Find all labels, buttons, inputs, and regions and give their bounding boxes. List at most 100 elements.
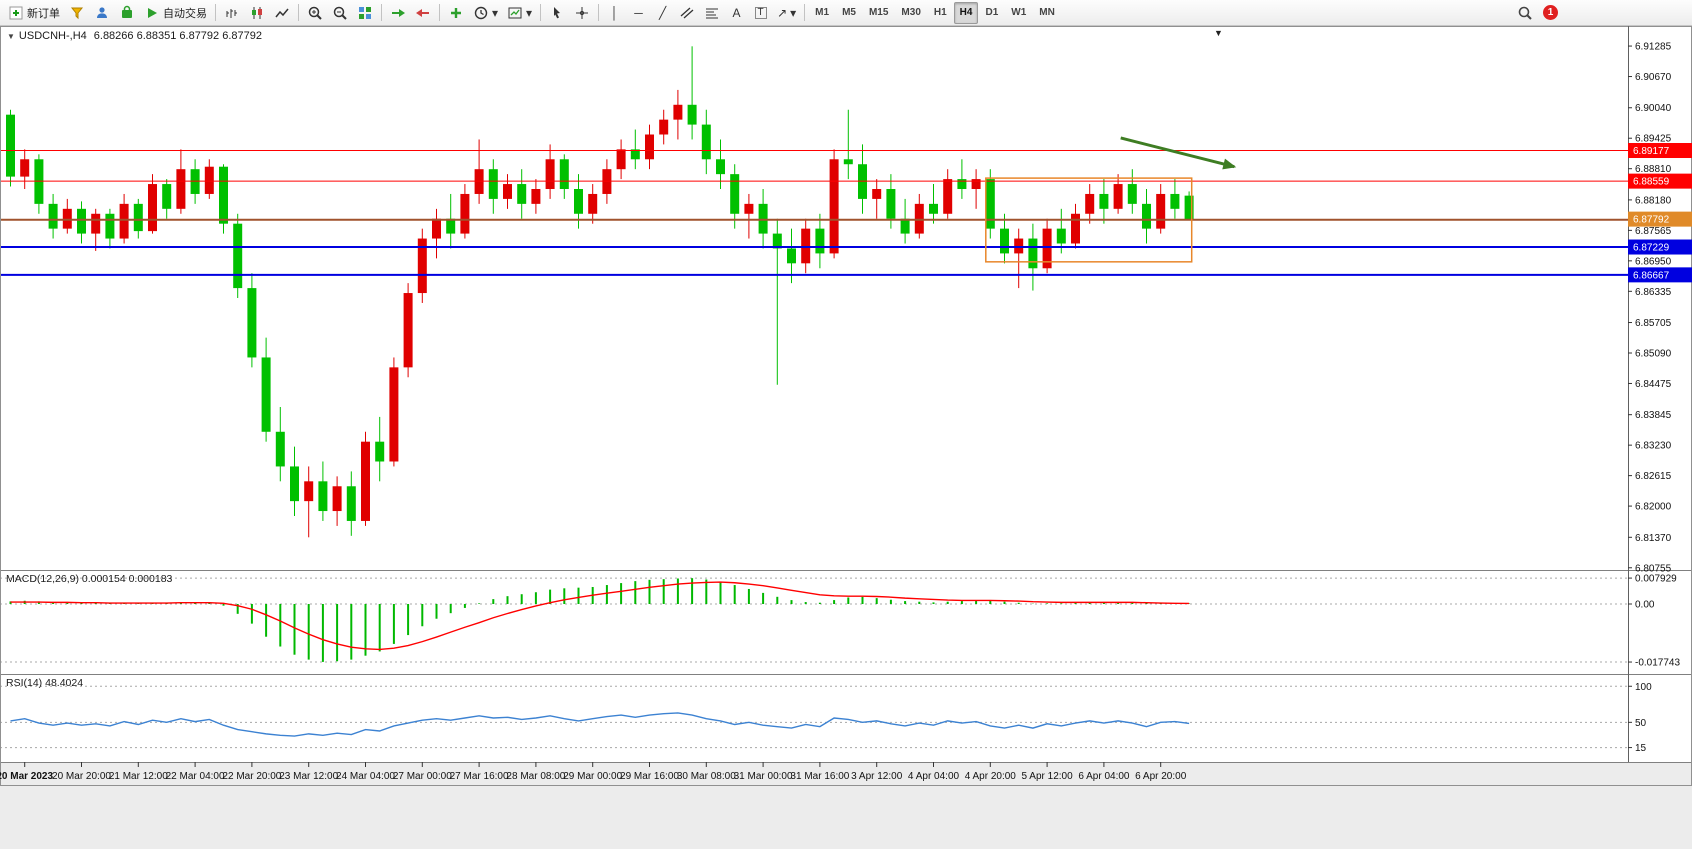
toolbar-separator <box>598 4 600 21</box>
candle-body <box>1127 184 1137 204</box>
timeframe-MN[interactable]: MN <box>1033 2 1061 24</box>
arrows-button[interactable]: ↗ ▾ <box>773 2 800 24</box>
time-tick-label: 31 Mar 00:00 <box>734 771 793 782</box>
candle-body <box>716 159 725 175</box>
axis-tick-label: 6.89425 <box>1635 134 1672 145</box>
text-button[interactable]: A <box>725 2 748 24</box>
zoom-in-button[interactable] <box>303 2 327 24</box>
notification-badge[interactable]: 1 <box>1543 5 1558 20</box>
candle-body <box>1000 228 1009 254</box>
candle-body <box>275 431 285 467</box>
fibonacci-button[interactable] <box>700 2 724 24</box>
search-button[interactable] <box>1513 2 1537 24</box>
text-label-button[interactable]: T <box>749 2 772 24</box>
axis-tick-label: 6.81370 <box>1635 533 1672 544</box>
candle-body <box>233 223 243 289</box>
timeframe-W1[interactable]: W1 <box>1005 2 1032 24</box>
channel-button[interactable] <box>675 2 699 24</box>
timeframe-M30[interactable]: M30 <box>895 2 926 24</box>
axis-tick-label: 0.00 <box>1635 600 1655 611</box>
market-button[interactable] <box>115 2 139 24</box>
bar-chart-button[interactable] <box>220 2 244 24</box>
chart-canvas[interactable]: 6.91285 6.90670 6.90040 6.89425 6.88810 6.881… <box>0 26 1692 786</box>
toolbar-separator <box>540 4 542 21</box>
horizontal-line-button[interactable]: ─ <box>627 2 650 24</box>
candle-body <box>119 203 129 239</box>
zoom-in-icon <box>308 6 322 20</box>
arrow-object-icon: ↗ <box>777 5 788 20</box>
candle-body <box>20 159 30 177</box>
indicators-button[interactable] <box>444 2 468 24</box>
signals-icon <box>70 7 84 19</box>
candle-body <box>815 228 825 254</box>
timeframe-M15[interactable]: M15 <box>863 2 894 24</box>
candlestick-chart-button[interactable] <box>245 2 269 24</box>
axis-tick-label: 6.80755 <box>1635 563 1672 574</box>
periods-button[interactable]: ▾ <box>469 2 502 24</box>
axis-tick-label: 6.90040 <box>1635 103 1672 114</box>
axis-tick-label: 6.86950 <box>1635 256 1672 267</box>
axis-tick-label: 6.88180 <box>1635 195 1672 206</box>
time-tick-label: 4 Apr 20:00 <box>965 771 1017 782</box>
axis-tick-label: 6.85090 <box>1635 348 1672 359</box>
candle-body <box>545 159 555 190</box>
candle-body <box>1170 193 1180 209</box>
timeframe-M1[interactable]: M1 <box>809 2 835 24</box>
price-label-box <box>1628 173 1692 189</box>
toolbar-separator <box>298 4 299 21</box>
candle-body <box>1113 184 1123 209</box>
new-order-button[interactable]: 新订单 <box>4 2 64 24</box>
timeframe-H4[interactable]: H4 <box>953 1 979 24</box>
time-tick-label: 30 Mar 08:00 <box>677 771 736 782</box>
candle-body <box>204 166 214 194</box>
candle-body <box>1085 193 1095 214</box>
time-tick-label: 21 Mar 12:00 <box>109 771 168 782</box>
toolbar-separator <box>215 4 216 21</box>
candle-body <box>787 248 796 264</box>
line-chart-button[interactable] <box>270 2 294 24</box>
templates-button[interactable]: ▾ <box>503 2 536 24</box>
rectangle-annotation[interactable] <box>985 177 1193 263</box>
candle-body <box>559 159 569 190</box>
vertical-line-button[interactable]: │ <box>603 2 626 24</box>
cursor-icon <box>554 6 561 18</box>
candle-body <box>900 218 910 234</box>
candle-body <box>105 213 115 239</box>
timeframe-toolbar: M1 M5 M15 M30 H1 H4 D1 W1 MN <box>809 1 1061 24</box>
timeframe-M5[interactable]: M5 <box>836 2 862 24</box>
candle-body <box>219 166 228 224</box>
axis-tick-label: 6.85705 <box>1635 318 1672 329</box>
price-label-text: 6.89177 <box>1633 146 1670 157</box>
candle-body <box>985 179 995 229</box>
candle-body <box>148 184 157 232</box>
auto-scroll-icon <box>392 8 405 17</box>
candle-body <box>829 159 839 254</box>
arrow-annotation[interactable] <box>1120 136 1235 169</box>
crosshair-button[interactable] <box>570 2 594 24</box>
zoom-out-button[interactable] <box>328 2 352 24</box>
candle-body <box>659 119 669 135</box>
candle-body <box>1014 238 1024 254</box>
text-label-icon: T <box>754 6 767 19</box>
candle-body <box>488 169 498 199</box>
time-axis-strip[interactable] <box>0 762 1692 786</box>
candle-body <box>247 288 257 358</box>
candle-body <box>1156 193 1166 229</box>
cursor-button[interactable] <box>545 2 569 24</box>
autotrading-button[interactable]: 自动交易 <box>140 2 211 24</box>
chart-shift-button[interactable] <box>411 2 435 24</box>
candle-body <box>432 218 441 239</box>
axis-tick-label: 6.90670 <box>1635 72 1672 83</box>
signals-button[interactable] <box>65 2 89 24</box>
new-order-icon <box>9 6 23 19</box>
candle-body <box>616 149 626 170</box>
toolbar-separator <box>439 4 440 21</box>
auto-scroll-button[interactable] <box>386 2 410 24</box>
timeframe-D1[interactable]: D1 <box>979 2 1004 24</box>
candle-body <box>332 486 342 512</box>
community-button[interactable] <box>90 2 114 24</box>
trendline-button[interactable]: ╱ <box>651 2 674 24</box>
tile-windows-button[interactable] <box>353 2 377 24</box>
candle-body <box>1056 228 1066 244</box>
timeframe-H1[interactable]: H1 <box>928 2 953 24</box>
